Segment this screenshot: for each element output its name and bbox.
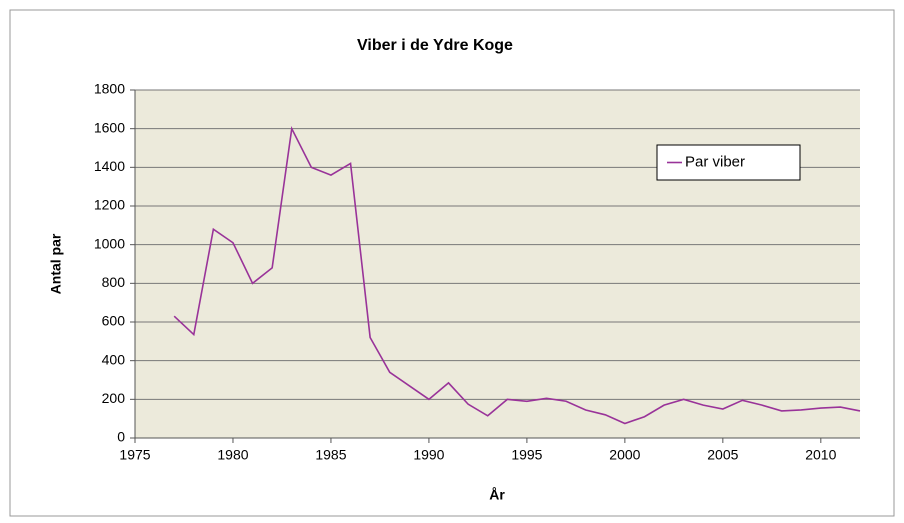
x-tick-label: 1985 — [315, 447, 346, 463]
y-tick-label: 1000 — [94, 235, 125, 251]
y-tick-label: 1600 — [94, 119, 125, 135]
x-tick-label: 1980 — [217, 447, 248, 463]
y-tick-label: 400 — [102, 351, 126, 367]
x-tick-label: 2010 — [805, 447, 836, 463]
y-tick-label: 200 — [102, 390, 126, 406]
x-axis-label: År — [489, 487, 505, 503]
legend-label: Par viber — [685, 153, 745, 170]
data-line — [173, 126, 861, 425]
y-tick-label: 600 — [102, 313, 126, 329]
chart-title: Viber i de Ydre Koge — [357, 37, 513, 54]
y-tick-label: 1200 — [94, 197, 125, 213]
x-tick-label: 1995 — [511, 447, 542, 463]
x-tick-label: 2005 — [707, 447, 738, 463]
y-tick-label: 1800 — [94, 81, 125, 97]
y-tick-label: 0 — [117, 429, 125, 445]
y-tick-label: 1400 — [94, 158, 125, 174]
y-axis-label: Antal par — [48, 233, 64, 294]
x-tick-label: 1975 — [119, 447, 150, 463]
x-tick-label: 2000 — [609, 447, 640, 463]
x-tick-label: 1990 — [413, 447, 444, 463]
y-tick-label: 800 — [102, 274, 126, 290]
